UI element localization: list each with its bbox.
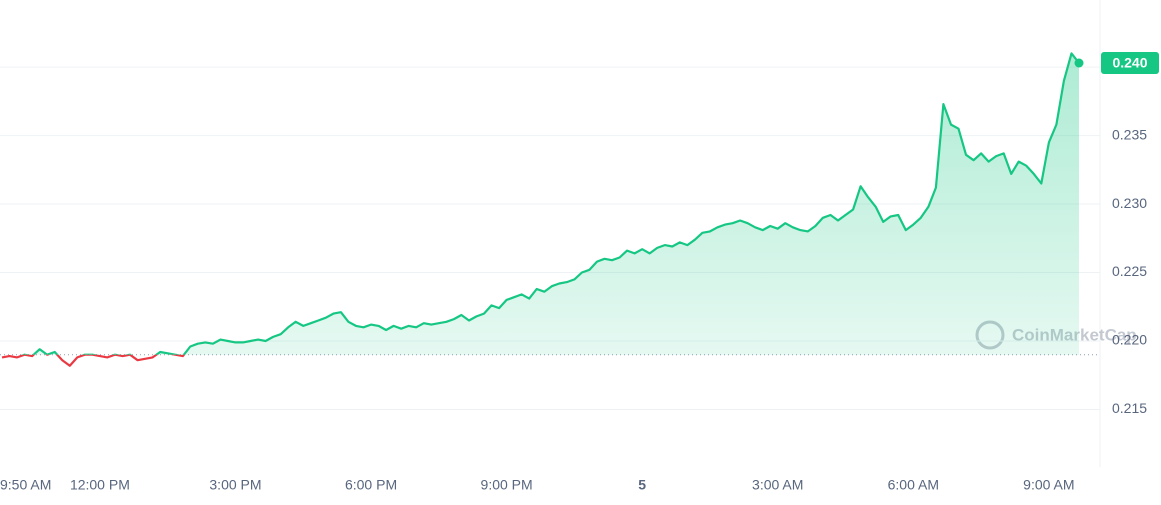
last-point (1074, 58, 1084, 68)
price-area (24, 53, 1079, 355)
x-tick-label: 6:00 AM (888, 477, 939, 493)
x-tick-label: 9:50 AM (0, 477, 51, 493)
price-line-up (21, 52, 1080, 355)
x-tick-label: 3:00 AM (752, 477, 803, 493)
x-tick-label: 12:00 PM (70, 477, 130, 493)
y-tick-label: 0.220 (1112, 332, 1147, 348)
price-tag-label: 0.240 (1112, 55, 1147, 71)
price-line-down (1, 354, 186, 367)
x-tick-label: 6:00 PM (345, 477, 397, 493)
x-tick-label: 3:00 PM (209, 477, 261, 493)
price-tag (1101, 51, 1159, 74)
y-tick-label: 0.225 (1112, 263, 1147, 279)
y-tick-label: 0.230 (1112, 195, 1147, 211)
x-tick-label: 9:00 AM (1023, 477, 1074, 493)
x-tick-label: 5 (638, 477, 646, 493)
y-tick-label: 0.215 (1112, 400, 1147, 416)
x-tick-label: 9:00 PM (481, 477, 533, 493)
y-tick-label: 0.235 (1112, 126, 1147, 142)
